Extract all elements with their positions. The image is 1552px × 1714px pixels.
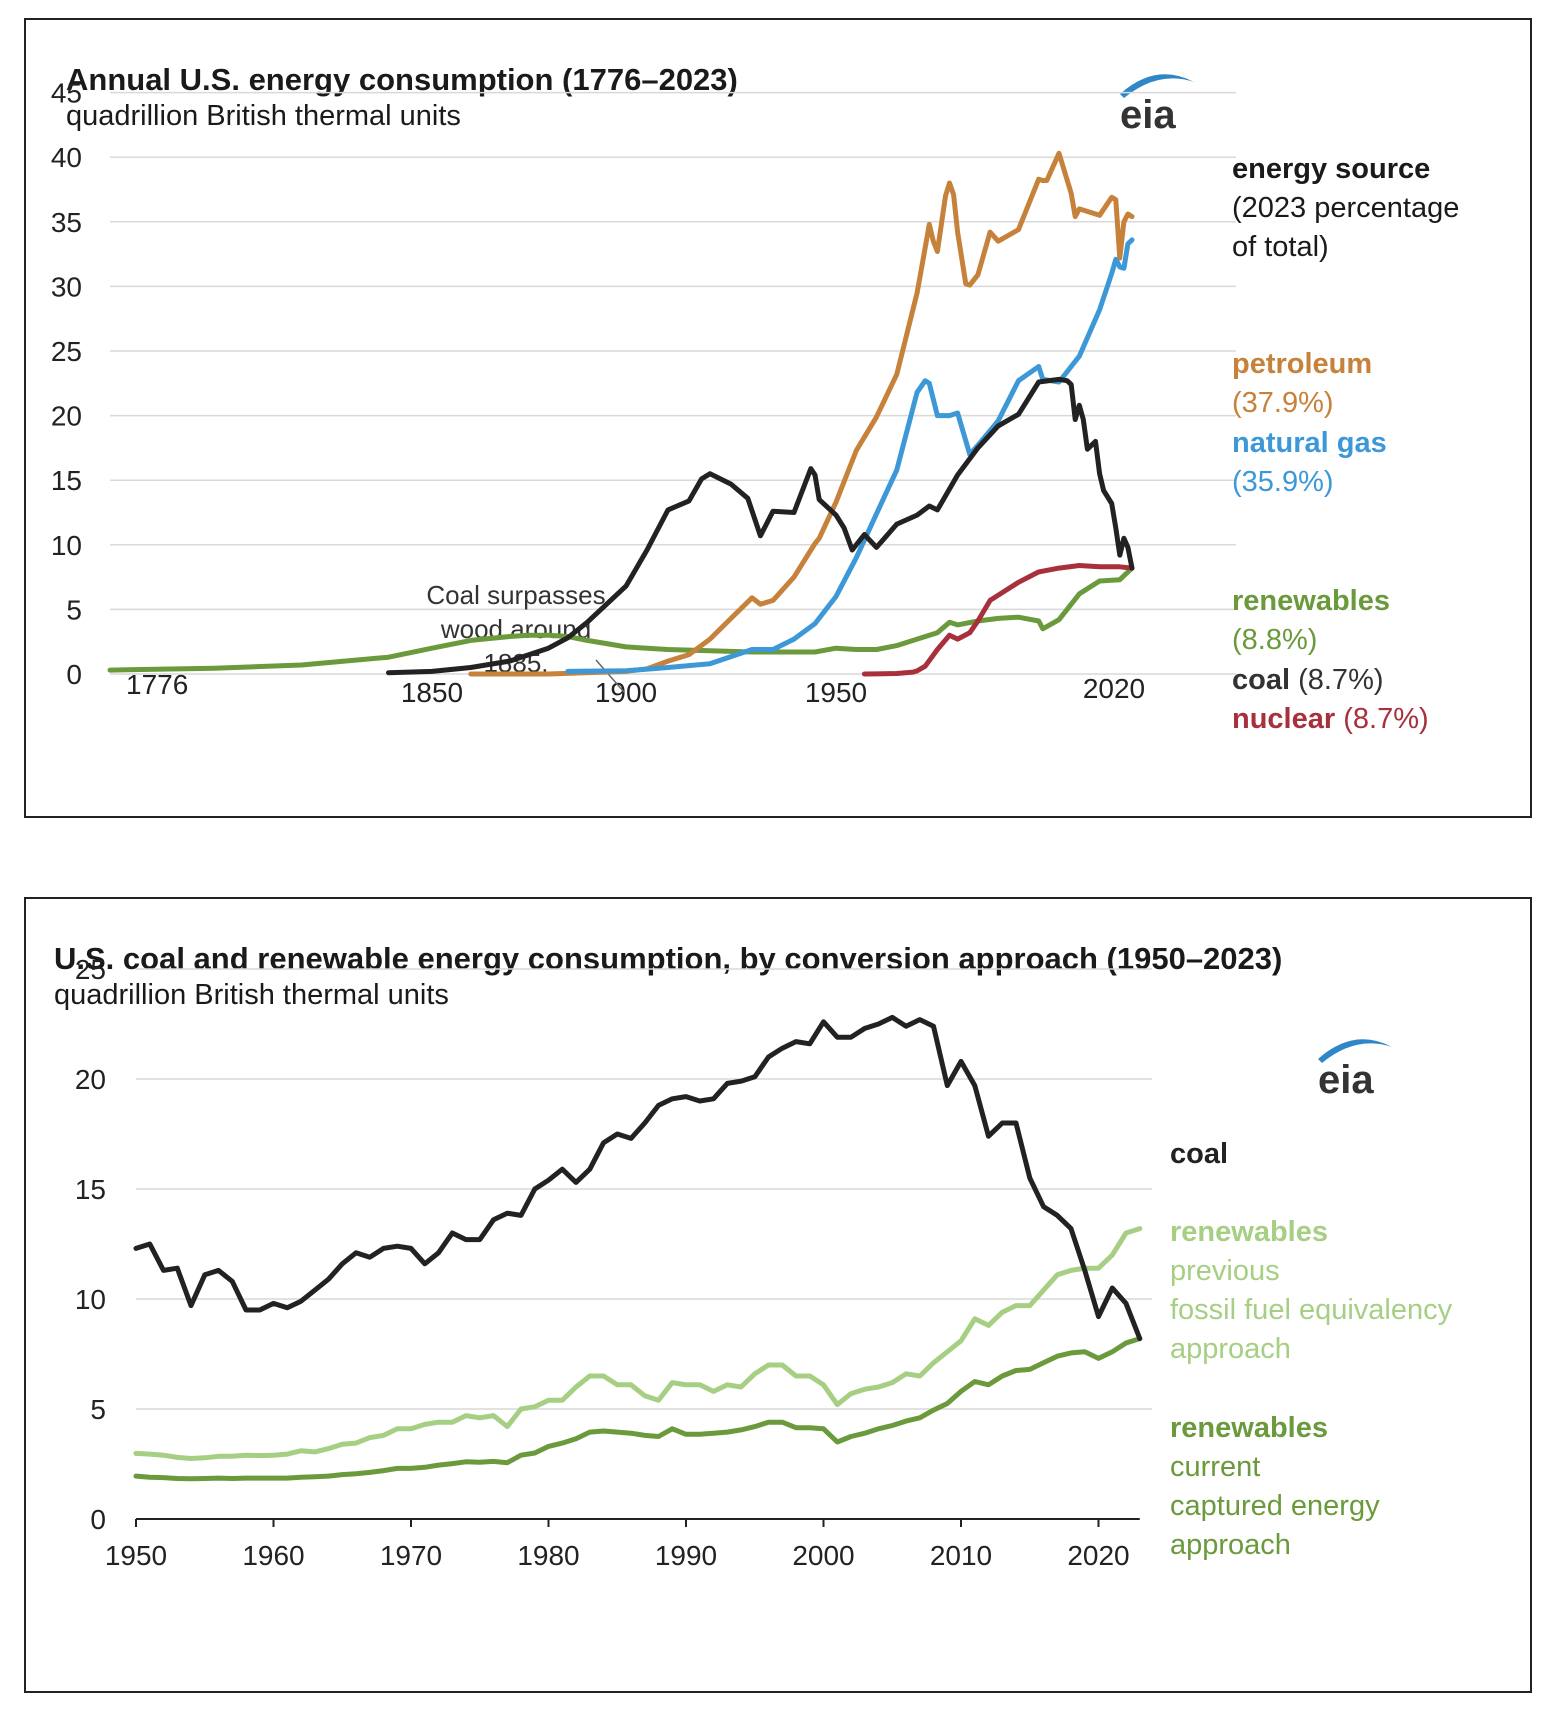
chart-subtitle: quadrillion British thermal units bbox=[54, 979, 449, 1011]
legend-coal: coal bbox=[1170, 1135, 1228, 1174]
series-line-renewables bbox=[133, 1336, 1143, 1482]
x-tick-label: 2010 bbox=[930, 1540, 992, 1571]
chart-title: Annual U.S. energy consumption (1776–202… bbox=[66, 62, 738, 97]
legend-natural-gas-pct: (35.9%) bbox=[1232, 466, 1334, 498]
legend-renewables-current-line-2: captured energy bbox=[1170, 1490, 1380, 1522]
series-line-petroleum bbox=[468, 150, 1135, 677]
x-tick-label: 2000 bbox=[792, 1540, 854, 1571]
series-line-natural-gas bbox=[565, 237, 1135, 674]
y-tick-labels: 0 5 10 15 20 25 30 35 40 45 bbox=[51, 78, 82, 690]
y-tick-label: 0 bbox=[90, 1504, 106, 1535]
y-tick-label: 40 bbox=[51, 142, 82, 173]
series-lines bbox=[107, 150, 1135, 677]
legend-renewables-current-line-3: approach bbox=[1170, 1529, 1291, 1561]
eia-logo: eia bbox=[1304, 1029, 1404, 1106]
series-line-coal bbox=[386, 376, 1135, 676]
legend-petroleum-label: petroleum bbox=[1232, 348, 1373, 380]
y-gridlines bbox=[110, 91, 1236, 675]
y-tick-label: 25 bbox=[75, 954, 106, 985]
x-tick-label: 1980 bbox=[517, 1540, 579, 1571]
svg-text:eia: eia bbox=[1120, 93, 1176, 136]
x-tick-labels: 1776 1850 1900 1950 2020 bbox=[126, 669, 1145, 708]
legend-renewables-current-label: renewables bbox=[1170, 1412, 1328, 1444]
legend-natural-gas-label: natural gas bbox=[1232, 427, 1387, 459]
x-tick-label: 1850 bbox=[401, 677, 463, 708]
annotation-line-1: Coal surpasses bbox=[426, 580, 605, 610]
x-tick-label: 1950 bbox=[105, 1540, 167, 1571]
legend-subtitle-1: (2023 percentage bbox=[1232, 192, 1460, 224]
eia-logo-icon: eia bbox=[1318, 1039, 1392, 1102]
legend-nuclear: nuclear (8.7%) bbox=[1232, 700, 1429, 739]
x-tick-label: 1960 bbox=[242, 1540, 304, 1571]
legend-coal: coal (8.7%) bbox=[1232, 661, 1384, 700]
y-tick-label: 5 bbox=[66, 594, 82, 625]
series-line-renewables bbox=[107, 565, 1135, 673]
legend-nuclear-label: nuclear bbox=[1232, 703, 1336, 735]
legend-natural-gas: natural gas (35.9%) bbox=[1232, 424, 1387, 502]
eia-logo: eia bbox=[1106, 64, 1206, 141]
y-tick-labels: 0 5 10 15 20 25 bbox=[75, 954, 106, 1535]
legend-title: energy source bbox=[1232, 153, 1431, 185]
y-tick-label: 15 bbox=[75, 1174, 106, 1205]
legend-coal-label: coal bbox=[1170, 1138, 1229, 1170]
y-tick-label: 0 bbox=[66, 659, 82, 690]
y-tick-label: 20 bbox=[75, 1064, 106, 1095]
y-tick-label: 30 bbox=[51, 271, 82, 302]
chart-panel-conversion-approach: U.S. coal and renewable energy consumpti… bbox=[24, 897, 1532, 1693]
legend-renewables-current-line-1: current bbox=[1170, 1451, 1261, 1483]
annotation-leader-line bbox=[595, 659, 625, 693]
x-tick-label: 1776 bbox=[126, 669, 188, 700]
series-lines bbox=[133, 1014, 1143, 1482]
y-tick-label: 25 bbox=[51, 336, 82, 367]
legend-petroleum: petroleum (37.9%) bbox=[1232, 345, 1372, 423]
series-line-nuclear bbox=[861, 563, 1135, 677]
series-line-renewables-light bbox=[133, 1226, 1143, 1461]
y-tick-label: 20 bbox=[51, 401, 82, 432]
y-tick-label: 5 bbox=[90, 1394, 106, 1425]
chart-panel-annual-consumption: Annual U.S. energy consumption (1776–202… bbox=[24, 18, 1532, 818]
legend-renewables: renewables (8.8%) bbox=[1232, 582, 1390, 660]
legend-renewables-previous-line-3: approach bbox=[1170, 1333, 1291, 1365]
svg-text:eia: eia bbox=[1318, 1058, 1374, 1101]
chart-title: U.S. coal and renewable energy consumpti… bbox=[54, 941, 1283, 976]
legend-coal-label: coal bbox=[1232, 664, 1291, 696]
x-tick-label: 2020 bbox=[1067, 1540, 1129, 1571]
y-tick-label: 45 bbox=[51, 78, 82, 109]
legend-coal-pct: (8.7%) bbox=[1298, 664, 1384, 696]
y-tick-label: 35 bbox=[51, 207, 82, 238]
y-tick-label: 15 bbox=[51, 465, 82, 496]
legend-renewables-previous: renewables previous fossil fuel equivale… bbox=[1170, 1213, 1452, 1369]
legend-petroleum-pct: (37.9%) bbox=[1232, 387, 1334, 419]
legend-renewables-previous-line-2: fossil fuel equivalency bbox=[1170, 1294, 1453, 1326]
y-tick-label: 10 bbox=[75, 1284, 106, 1315]
legend-renewables-previous-line-1: previous bbox=[1170, 1255, 1280, 1287]
x-tick-label: 1970 bbox=[380, 1540, 442, 1571]
legend-nuclear-pct: (8.7%) bbox=[1343, 703, 1429, 735]
x-tick-label: 1900 bbox=[595, 677, 657, 708]
legend-title-block: energy source (2023 percentage of total) bbox=[1232, 150, 1459, 267]
legend-renewables-current: renewables current captured energy appro… bbox=[1170, 1409, 1380, 1565]
legend-renewables-previous-label: renewables bbox=[1170, 1216, 1328, 1248]
chart-subtitle: quadrillion British thermal units bbox=[66, 100, 461, 132]
legend-subtitle-2: of total) bbox=[1232, 231, 1329, 263]
eia-logo-icon: eia bbox=[1120, 74, 1194, 137]
y-gridlines bbox=[136, 968, 1152, 1520]
legend-renewables-pct: (8.8%) bbox=[1232, 624, 1318, 656]
y-tick-label: 10 bbox=[51, 530, 82, 561]
x-tick-labels: 1950 1960 1970 1980 1990 2000 2010 2020 bbox=[105, 1519, 1130, 1571]
x-tick-label: 1990 bbox=[655, 1540, 717, 1571]
conversion-approach-chart: 0 5 10 15 20 25 1950 1960 1970 1980 1990 2000 2010 2… bbox=[75, 954, 1152, 1571]
legend-renewables-label: renewables bbox=[1232, 585, 1390, 617]
x-tick-label: 2020 bbox=[1083, 673, 1145, 704]
x-tick-label: 1950 bbox=[805, 677, 867, 708]
series-line-coal bbox=[133, 1014, 1143, 1342]
